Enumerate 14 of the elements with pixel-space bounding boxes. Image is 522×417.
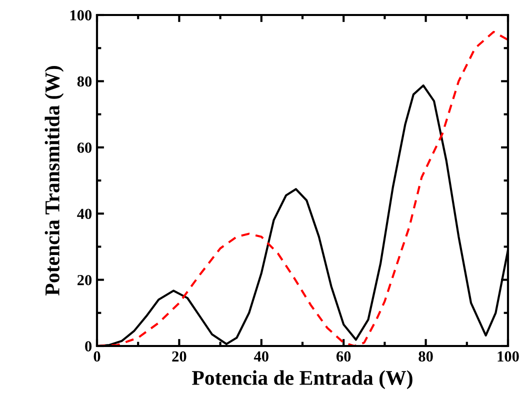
x-axis-title: Potencia de Entrada (W) <box>192 370 412 390</box>
x-tick-label: 20 <box>172 351 186 362</box>
y-tick-label: 20 <box>78 274 92 286</box>
y-tick-label: 40 <box>77 208 92 220</box>
y-tick-label: 0 <box>85 341 92 352</box>
y-tick-label: 60 <box>77 142 92 153</box>
y-tick-label: 100 <box>70 10 92 20</box>
y-tick-label: 80 <box>77 76 92 87</box>
x-tick-label: 0 <box>94 351 100 362</box>
x-tick-label: 40 <box>254 351 268 362</box>
x-tick-label: 100 <box>498 351 519 362</box>
x-tick-label: 80 <box>418 351 433 362</box>
x-tick-label: 60 <box>336 351 351 362</box>
y-axis-title: Potencia Transmitida (W) <box>44 66 64 296</box>
